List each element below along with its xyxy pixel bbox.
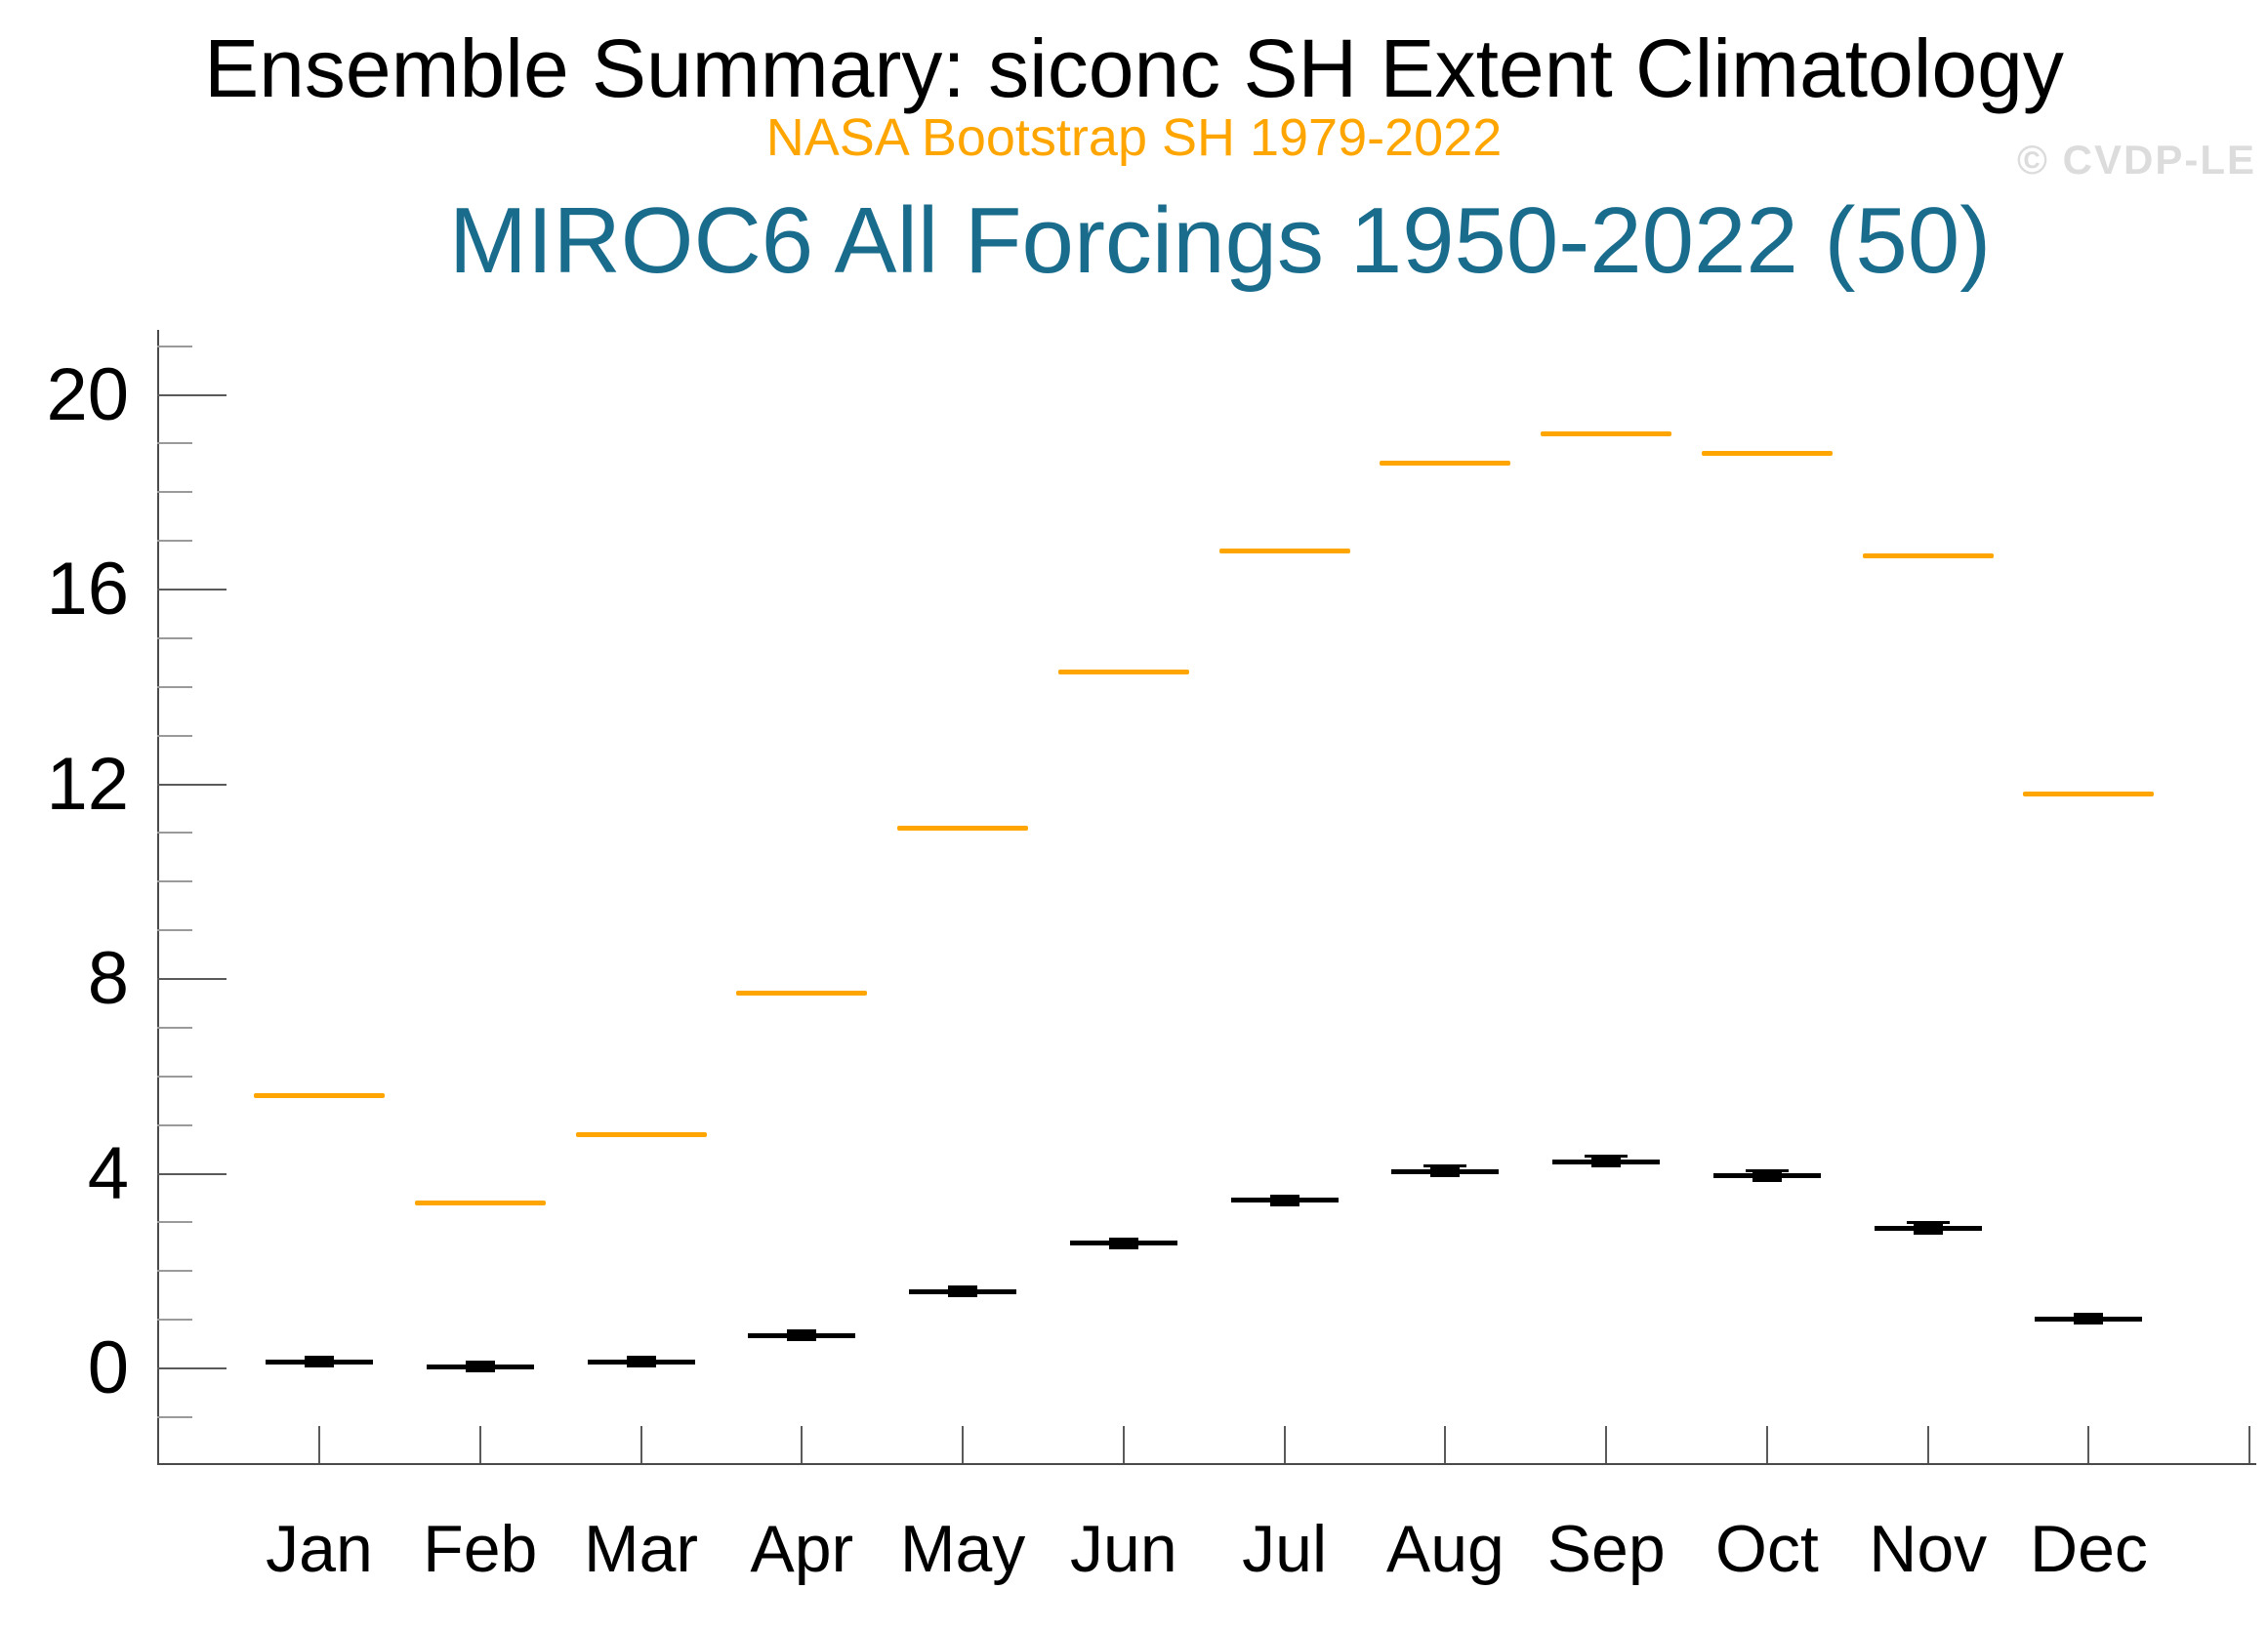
x-axis-month-label: May: [899, 1512, 1026, 1586]
y-axis-minor-tick: [157, 832, 192, 835]
x-axis-tick: [1444, 1426, 1447, 1463]
ensemble-spread-box: [1430, 1165, 1461, 1177]
x-axis-tick: [2248, 1426, 2251, 1463]
y-axis-minor-tick: [157, 685, 192, 688]
x-axis-month-label: Dec: [2030, 1512, 2148, 1586]
ensemble-max-dash: [1745, 1168, 1789, 1172]
ensemble-spread-box: [1752, 1169, 1782, 1182]
x-axis-tick: [318, 1426, 320, 1463]
x-axis-tick: [1283, 1426, 1286, 1463]
y-axis-minor-tick: [157, 929, 192, 932]
obs-climatology-line: [254, 1093, 385, 1099]
y-axis-tick-label: 16: [46, 548, 129, 631]
page-title: Ensemble Summary: siconc SH Extent Clima…: [204, 22, 2064, 114]
x-axis-tick: [639, 1426, 642, 1463]
obs-climatology-line: [736, 991, 868, 997]
obs-climatology-line: [2023, 791, 2155, 796]
observation-subtitle: NASA Bootstrap SH 1979-2022: [765, 108, 1503, 167]
y-axis-minor-tick: [157, 734, 192, 737]
obs-climatology-line: [1380, 460, 1511, 466]
ensemble-spread-box: [948, 1285, 978, 1298]
y-axis-minor-tick: [157, 1075, 192, 1078]
y-axis-minor-tick: [157, 1319, 192, 1322]
x-axis-month-label: Feb: [423, 1512, 538, 1586]
y-axis-major-tick: [157, 1367, 227, 1369]
y-axis-tick-label: 4: [87, 1131, 129, 1215]
x-axis-tick: [1122, 1426, 1125, 1463]
y-axis-minor-tick: [157, 345, 192, 347]
x-axis-month-label: Apr: [750, 1512, 854, 1586]
ensemble-spread-box: [2074, 1313, 2104, 1325]
y-axis-minor-tick: [157, 1123, 192, 1126]
x-axis-tick: [801, 1426, 804, 1463]
y-axis-major-tick: [157, 978, 227, 980]
y-axis-minor-tick: [157, 491, 192, 494]
obs-climatology-line: [1862, 552, 1994, 558]
y-axis-tick-label: 20: [46, 352, 129, 436]
ensemble-spread-box: [305, 1356, 334, 1368]
obs-climatology-line: [575, 1132, 707, 1138]
obs-climatology-line: [1218, 548, 1350, 553]
y-axis-tick-label: 8: [87, 937, 129, 1020]
ensemble-spread-box: [1591, 1156, 1622, 1168]
x-axis-month-label: Aug: [1385, 1512, 1505, 1586]
y-axis: [157, 330, 159, 1465]
ensemble-spread-box: [626, 1356, 656, 1368]
ensemble-spread-box: [1108, 1237, 1138, 1249]
x-axis-tick: [1605, 1426, 1608, 1463]
x-axis-tick: [962, 1426, 965, 1463]
y-axis-minor-tick: [157, 880, 192, 883]
model-title: MIROC6 All Forcings 1950-2022 (50): [448, 188, 1992, 293]
x-axis-month-label: Jan: [266, 1512, 373, 1586]
y-axis-minor-tick: [157, 1415, 192, 1418]
x-axis-month-label: Jul: [1242, 1512, 1328, 1586]
obs-climatology-line: [1541, 430, 1672, 436]
y-axis-major-tick: [157, 1172, 227, 1175]
y-axis-major-tick: [157, 393, 227, 396]
x-axis: [157, 1463, 2256, 1465]
ensemble-max-dash: [1585, 1154, 1629, 1158]
obs-climatology-line: [414, 1200, 546, 1205]
ensemble-spread-box: [787, 1329, 817, 1342]
x-axis-month-label: Mar: [583, 1512, 699, 1586]
y-axis-major-tick: [157, 589, 227, 591]
obs-climatology-line: [1057, 670, 1189, 675]
x-axis-month-label: Oct: [1715, 1512, 1819, 1586]
obs-climatology-line: [1701, 450, 1833, 456]
ensemble-max-dash: [1423, 1163, 1467, 1167]
x-axis-month-label: Jun: [1070, 1512, 1177, 1586]
cvdp-watermark: © CVDP-LE: [2017, 137, 2256, 183]
y-axis-minor-tick: [157, 540, 192, 543]
y-axis-minor-tick: [157, 1221, 192, 1224]
y-axis-minor-tick: [157, 442, 192, 445]
ensemble-max-dash: [1906, 1221, 1950, 1225]
x-axis-month-label: Nov: [1869, 1512, 1988, 1586]
x-axis-tick: [1765, 1426, 1768, 1463]
x-axis-tick: [1926, 1426, 1929, 1463]
y-axis-minor-tick: [157, 636, 192, 639]
x-axis-month-label: Sep: [1546, 1512, 1666, 1586]
x-axis-tick: [2087, 1426, 2090, 1463]
ensemble-spread-box: [1913, 1222, 1943, 1235]
y-axis-minor-tick: [157, 1270, 192, 1273]
obs-climatology-line: [897, 825, 1029, 831]
y-axis-tick-label: 12: [46, 742, 129, 826]
ensemble-spread-box: [465, 1361, 495, 1372]
x-axis-tick: [478, 1426, 481, 1463]
ensemble-spread-box: [1269, 1194, 1299, 1206]
y-axis-tick-label: 0: [87, 1326, 129, 1409]
y-axis-major-tick: [157, 783, 227, 786]
y-axis-minor-tick: [157, 1026, 192, 1029]
